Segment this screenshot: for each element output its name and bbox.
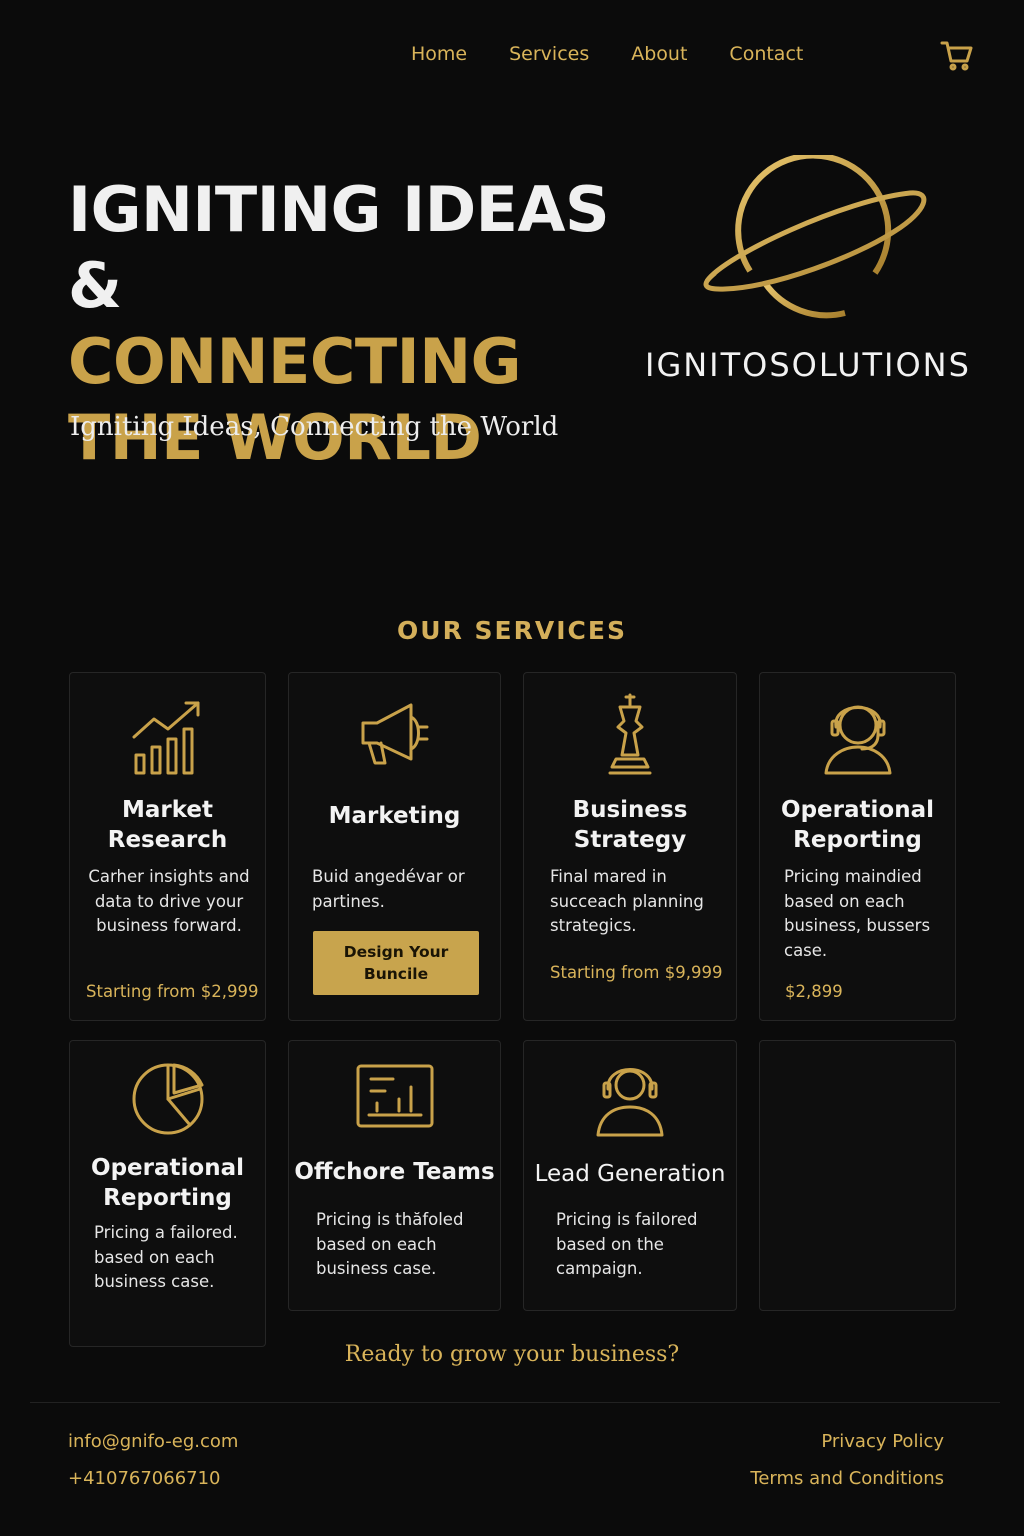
planet-ring-icon [703, 155, 927, 319]
card-price: $2,899 [785, 982, 843, 1001]
cta-text: Ready to grow your business? [344, 1342, 680, 1367]
hero-title-line3: THE WORLD [68, 401, 482, 474]
card-title: Business Strategy [572, 797, 688, 853]
chess-king-icon [608, 693, 652, 775]
footer-email[interactable]: info@gnifo-eg.com [68, 1431, 239, 1452]
service-card-market-research[interactable]: Market Research Carher insights and data … [69, 672, 266, 1021]
footer-terms-link[interactable]: Terms and Conditions [750, 1468, 944, 1489]
pie-chart-icon [132, 1063, 203, 1135]
card-title: Market Research [107, 797, 228, 853]
bar-chart-growth-icon [132, 701, 199, 775]
service-card-operational-reporting[interactable]: Operational Reporting Pricing maindied ba… [759, 672, 956, 1021]
footer-divider [30, 1402, 1000, 1403]
card-description: Final mared in succeach planning strateg… [550, 867, 704, 935]
hero-title-line1: IGNITING IDEAS & [68, 173, 610, 322]
services-title: OUR SERVICES [397, 616, 627, 645]
card-title: Operational Reporting [91, 1155, 244, 1211]
headset-user-icon [596, 1068, 664, 1137]
service-card-marketing[interactable]: Marketing Buid angedévar or partines. De… [288, 672, 501, 1021]
report-chart-icon [356, 1064, 433, 1128]
card-description: Buid angedévar or partines. [312, 867, 465, 911]
footer-privacy-link[interactable]: Privacy Policy [821, 1431, 944, 1452]
support-agent-icon [824, 705, 891, 775]
main-nav: Home Services About Contact [411, 40, 845, 68]
card-title: Lead Generation [534, 1161, 726, 1187]
card-description: Pricing is thăfoled based on each busine… [316, 1210, 464, 1278]
nav-about[interactable]: About [631, 43, 688, 65]
footer-phone[interactable]: +410767066710 [68, 1468, 221, 1489]
hero-title-line2: CONNECTING [68, 325, 521, 398]
service-card-empty [759, 1040, 956, 1311]
hero-title: IGNITING IDEAS & CONNECTING THE WORLD [68, 172, 668, 476]
brand-name: IGNITOSOLUTIONS [645, 346, 971, 384]
card-description: Carher insights and data to drive your b… [88, 867, 250, 935]
card-price: Starting from $2,999 [86, 982, 259, 1001]
card-price: Starting from $9,999 [550, 963, 723, 982]
service-card-offshore-teams[interactable]: Offchore Teams Pricing is thăfoled based… [288, 1040, 501, 1311]
service-card-business-strategy[interactable]: Business Strategy Final mared in succeach… [523, 672, 737, 1021]
card-title: Operational Reporting [781, 797, 934, 853]
card-description: Pricing is failored based on the campaig… [556, 1210, 698, 1278]
cart-icon[interactable] [940, 38, 974, 72]
card-title: Marketing [328, 803, 461, 829]
service-card-operational-reporting-2[interactable]: Operational Reporting Pricing a failored.… [69, 1040, 266, 1347]
card-title: Offchore Teams [294, 1159, 495, 1185]
service-card-lead-generation[interactable]: Lead Generation Pricing is failored base… [523, 1040, 737, 1311]
nav-contact[interactable]: Contact [729, 43, 804, 65]
card-description: Pricing maindied based on each business,… [784, 867, 931, 960]
megaphone-icon [361, 703, 428, 765]
hero-subtitle: Igniting Ideas, Connecting the World [70, 412, 559, 442]
nav-home[interactable]: Home [411, 43, 468, 65]
design-button[interactable]: Design Your Buncile [313, 931, 479, 995]
nav-services[interactable]: Services [509, 43, 590, 65]
card-description: Pricing a failored. based on each busine… [94, 1223, 238, 1291]
